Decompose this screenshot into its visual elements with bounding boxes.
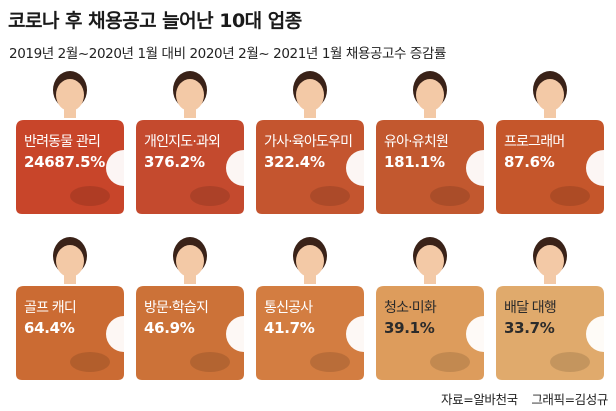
category-label: 방문·학습지 xyxy=(144,300,209,316)
category-card: 골프 캐디 64.4% xyxy=(12,234,128,384)
category-bar xyxy=(136,120,244,214)
category-value: 87.6% xyxy=(504,153,555,171)
category-value: 39.1% xyxy=(384,319,435,337)
category-card: 개인지도·과외 376.2% xyxy=(132,68,248,218)
category-value: 322.4% xyxy=(264,153,325,171)
category-label: 반려동물 관리 xyxy=(24,134,101,150)
category-value: 46.9% xyxy=(144,319,195,337)
graphic-credit: 그래픽=김성규 xyxy=(531,392,608,407)
worker-illustration xyxy=(16,237,128,380)
category-bar xyxy=(136,286,244,380)
category-bar xyxy=(256,286,364,380)
category-card: 유아·유치원 181.1% xyxy=(372,68,488,218)
category-bar xyxy=(496,286,604,380)
category-label: 유아·유치원 xyxy=(384,134,449,150)
category-card: 배달 대행 33.7% xyxy=(492,234,608,384)
category-card: 청소·미화 39.1% xyxy=(372,234,488,384)
worker-illustration xyxy=(256,237,368,380)
category-bar xyxy=(16,286,124,380)
category-bar xyxy=(376,286,484,380)
worker-illustration xyxy=(256,71,368,214)
worker-illustration xyxy=(496,71,608,214)
chart-subtitle: 2019년 2월~2020년 1월 대비 2020년 2월~ 2021년 1월 … xyxy=(9,46,446,62)
category-card: 방문·학습지 46.9% xyxy=(132,234,248,384)
worker-illustration xyxy=(376,237,488,380)
category-value: 33.7% xyxy=(504,319,555,337)
category-label: 청소·미화 xyxy=(384,300,437,316)
category-label: 통신공사 xyxy=(264,300,313,316)
category-bar xyxy=(256,120,364,214)
category-label: 골프 캐디 xyxy=(24,300,77,316)
worker-illustration xyxy=(496,237,608,380)
chart-title: 코로나 후 채용공고 늘어난 10대 업종 xyxy=(8,10,302,32)
category-label: 배달 대행 xyxy=(504,300,557,316)
source-credit: 자료=알바천국 xyxy=(441,392,518,407)
category-value: 64.4% xyxy=(24,319,75,337)
worker-illustration xyxy=(376,71,488,214)
worker-illustration xyxy=(16,71,128,214)
category-card: 반려동물 관리 24687.5% xyxy=(12,68,128,218)
category-value: 41.7% xyxy=(264,319,315,337)
category-value: 376.2% xyxy=(144,153,205,171)
credits: 자료=알바천국 그래픽=김성규 xyxy=(431,389,608,408)
worker-illustration xyxy=(136,71,248,214)
category-value: 181.1% xyxy=(384,153,445,171)
category-card: 프로그래머 87.6% xyxy=(492,68,608,218)
category-bar xyxy=(496,120,604,214)
category-bar xyxy=(376,120,484,214)
category-card: 통신공사 41.7% xyxy=(252,234,368,384)
category-label: 프로그래머 xyxy=(504,134,565,150)
category-value: 24687.5% xyxy=(24,153,105,171)
worker-illustration xyxy=(136,237,248,380)
category-bar xyxy=(16,120,124,214)
category-grid: 반려동물 관리 24687.5% 개인지도·과외 376.2% 가사·육아도우미 322.… xyxy=(0,68,616,392)
category-card: 가사·육아도우미 322.4% xyxy=(252,68,368,218)
category-label: 개인지도·과외 xyxy=(144,134,221,150)
category-label: 가사·육아도우미 xyxy=(264,134,353,150)
